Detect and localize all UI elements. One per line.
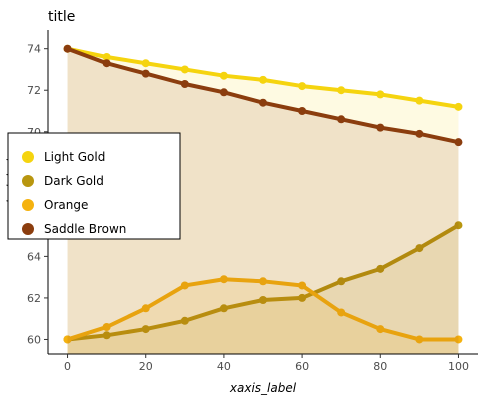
- legend-marker-light-gold: [22, 151, 34, 163]
- point-saddle-brown: [259, 98, 267, 107]
- x-tick-label: 100: [448, 360, 469, 373]
- point-orange: [376, 325, 385, 334]
- point-orange: [337, 308, 346, 317]
- point-dark-gold: [141, 325, 150, 334]
- series-orange: [63, 275, 463, 354]
- point-light-gold: [376, 90, 385, 99]
- point-dark-gold: [102, 331, 111, 340]
- point-light-gold: [102, 53, 111, 61]
- point-saddle-brown: [337, 115, 346, 124]
- legend-marker-saddle-brown: [22, 223, 34, 235]
- legend-box: [7, 132, 181, 240]
- series-saddle-brown: [63, 44, 463, 354]
- point-orange: [259, 277, 267, 286]
- point-orange: [415, 335, 424, 344]
- point-dark-gold: [259, 296, 267, 304]
- point-saddle-brown: [102, 59, 111, 68]
- point-light-gold: [298, 82, 307, 91]
- point-light-gold: [180, 65, 189, 74]
- point-orange: [102, 323, 111, 331]
- point-saddle-brown: [454, 138, 463, 147]
- point-dark-gold: [219, 304, 228, 313]
- point-orange: [63, 335, 72, 344]
- point-saddle-brown: [63, 44, 72, 53]
- point-orange: [180, 281, 189, 290]
- y-tick-label: 72: [27, 84, 41, 97]
- x-tick-label: 40: [217, 360, 231, 373]
- legend-label-saddle-brown: Saddle Brown: [44, 222, 126, 236]
- point-light-gold: [259, 75, 267, 84]
- x-axis-title: xaxis_label: [229, 381, 297, 395]
- x-tick-label: 0: [64, 360, 71, 373]
- y-tick-label: 74: [27, 43, 41, 56]
- point-light-gold: [219, 71, 228, 80]
- point-orange: [298, 281, 307, 290]
- point-dark-gold: [454, 221, 463, 230]
- y-tick-label: 64: [27, 250, 41, 263]
- series-layer: [63, 44, 463, 354]
- chart-title: title: [48, 9, 75, 25]
- point-light-gold: [454, 102, 463, 111]
- point-saddle-brown: [376, 123, 385, 132]
- point-saddle-brown: [415, 129, 424, 138]
- point-dark-gold: [376, 264, 385, 273]
- point-light-gold: [337, 86, 346, 95]
- point-dark-gold: [337, 277, 346, 286]
- y-tick-label: 60: [27, 333, 41, 346]
- point-orange: [454, 335, 463, 344]
- legend: Light Gold Dark Gold Orange Saddle Brown: [7, 132, 181, 240]
- legend-marker-orange: [22, 199, 34, 211]
- legend-marker-dark-gold: [22, 175, 34, 187]
- point-orange: [141, 304, 150, 313]
- point-light-gold: [141, 59, 150, 68]
- x-tick-label: 20: [139, 360, 153, 373]
- point-dark-gold: [298, 293, 307, 302]
- x-tick-label: 60: [295, 360, 309, 373]
- point-saddle-brown: [219, 88, 228, 97]
- point-dark-gold: [415, 244, 424, 253]
- point-saddle-brown: [180, 80, 189, 88]
- y-tick-label: 62: [27, 292, 41, 305]
- point-orange: [219, 275, 228, 284]
- legend-label-light-gold: Light Gold: [44, 150, 105, 164]
- point-saddle-brown: [141, 69, 150, 78]
- point-light-gold: [415, 96, 424, 105]
- x-tick-label: 80: [373, 360, 387, 373]
- legend-label-orange: Orange: [44, 198, 88, 212]
- point-saddle-brown: [298, 107, 307, 115]
- axes-layer: 0204060801006062646668707274: [27, 30, 478, 373]
- legend-label-dark-gold: Dark Gold: [44, 174, 104, 188]
- point-dark-gold: [180, 316, 189, 325]
